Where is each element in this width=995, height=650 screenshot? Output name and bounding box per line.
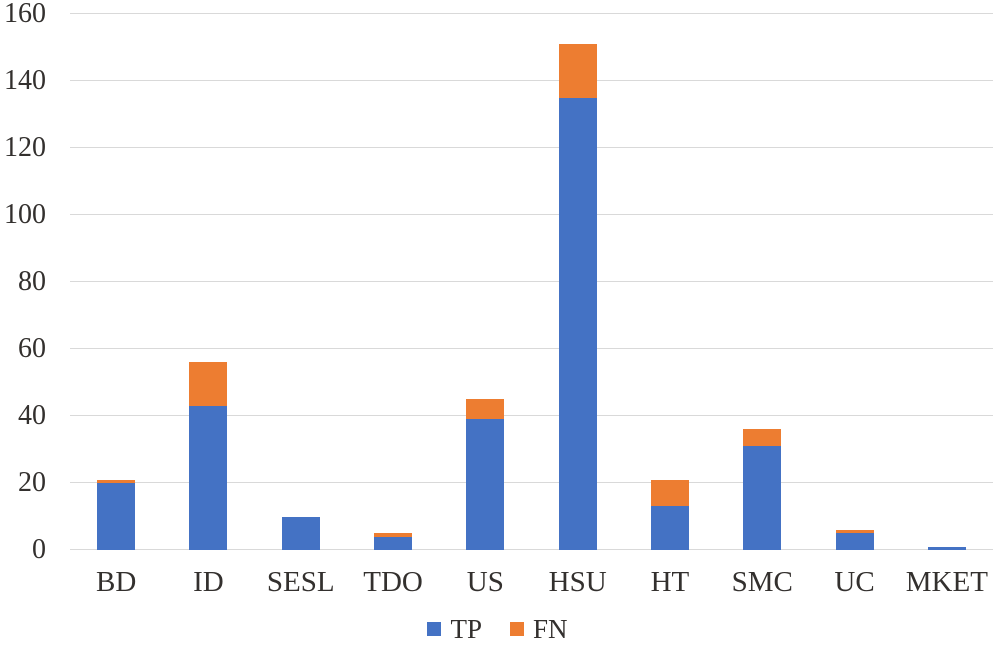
x-tick-label-bd: BD	[96, 566, 137, 598]
bar-fn-ht	[650, 479, 689, 507]
bar-tp-id	[189, 405, 228, 550]
y-tick-label-140: 140	[4, 65, 46, 96]
gridline-120	[70, 147, 993, 148]
y-tick-label-0: 0	[32, 534, 46, 565]
y-tick-label-160: 160	[4, 0, 46, 29]
gridline-160	[70, 13, 993, 14]
bar-tp-bd	[97, 483, 136, 550]
bar-fn-tdo	[374, 533, 413, 537]
x-tick-label-ht: HT	[650, 566, 690, 598]
x-tick-label-mket: MKET	[905, 566, 988, 598]
bar-tp-ht	[650, 506, 689, 550]
bar-fn-hsu	[558, 44, 597, 98]
bar-tp-us	[466, 419, 505, 550]
plot-area	[70, 13, 993, 550]
bar-fn-smc	[743, 429, 782, 447]
gridline-0	[70, 549, 993, 550]
bar-fn-uc	[835, 529, 874, 534]
legend-swatch-tp-icon	[427, 622, 442, 636]
legend-item-tp: TP	[427, 613, 482, 644]
bar-tp-uc	[835, 533, 874, 550]
bar-tp-tdo	[374, 536, 413, 550]
bar-tp-hsu	[558, 97, 597, 550]
bar-fn-id	[189, 362, 228, 406]
y-tick-label-120: 120	[4, 132, 46, 163]
gridline-20	[70, 482, 993, 483]
bar-fn-us	[466, 399, 505, 420]
bar-tp-mket	[927, 546, 966, 550]
legend-label-fn: FN	[533, 613, 568, 644]
y-tick-label-100: 100	[4, 199, 46, 230]
x-tick-label-sesl: SESL	[266, 566, 335, 598]
x-tick-label-uc: UC	[834, 566, 875, 598]
legend-label-tp: TP	[450, 613, 482, 644]
x-tick-label-us: US	[466, 566, 504, 598]
legend-item-fn: FN	[510, 613, 568, 644]
y-tick-label-80: 80	[18, 266, 46, 297]
x-tick-label-id: ID	[193, 566, 224, 598]
bar-tp-sesl	[281, 516, 320, 550]
x-tick-label-smc: SMC	[731, 566, 793, 598]
gridline-140	[70, 80, 993, 81]
gridline-80	[70, 281, 993, 282]
legend: TP FN	[0, 611, 995, 647]
gridline-60	[70, 348, 993, 349]
gridline-40	[70, 415, 993, 416]
legend-swatch-fn-icon	[510, 622, 524, 636]
gridline-100	[70, 214, 993, 215]
bar-tp-smc	[743, 446, 782, 550]
bar-fn-bd	[97, 479, 136, 483]
y-tick-label-20: 20	[18, 467, 46, 498]
x-tick-label-tdo: TDO	[363, 566, 423, 598]
y-tick-label-60: 60	[18, 333, 46, 364]
y-tick-label-40: 40	[18, 400, 46, 431]
x-tick-label-hsu: HSU	[548, 566, 607, 598]
